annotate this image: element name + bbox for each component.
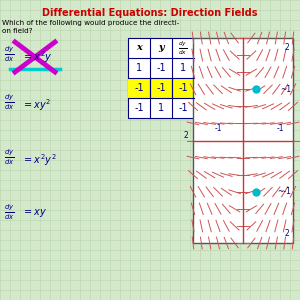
Text: ~1: ~1: [280, 85, 291, 94]
Text: $\frac{dy}{dx}$: $\frac{dy}{dx}$: [4, 147, 14, 167]
Text: 2: 2: [284, 229, 289, 238]
Text: ~-1: ~-1: [277, 187, 291, 196]
Text: -1: -1: [134, 83, 144, 93]
Text: -1: -1: [277, 124, 284, 133]
Text: 1: 1: [136, 63, 142, 73]
Text: $\frac{dy}{dx}$: $\frac{dy}{dx}$: [178, 39, 188, 57]
Text: $\frac{dy}{dx}$: $\frac{dy}{dx}$: [4, 92, 14, 112]
Text: Which of the following would produce the directi-: Which of the following would produce the…: [2, 20, 179, 26]
Text: $= xy^2$: $= xy^2$: [22, 97, 52, 113]
Text: on field?: on field?: [2, 28, 33, 34]
Text: -1: -1: [178, 83, 188, 93]
Text: 2: 2: [183, 131, 188, 140]
Text: -1: -1: [156, 83, 166, 93]
Text: -1: -1: [134, 103, 144, 113]
Text: 1: 1: [180, 63, 186, 73]
Text: $= x^2y$: $= x^2y$: [22, 49, 53, 65]
Text: -1: -1: [156, 63, 166, 73]
Text: 1: 1: [158, 103, 164, 113]
Text: $= xy$: $= xy$: [22, 207, 48, 219]
Text: $\frac{dy}{dx}$: $\frac{dy}{dx}$: [4, 44, 14, 64]
Text: 2: 2: [284, 43, 289, 52]
Bar: [193, 38, 293, 243]
Text: $\frac{dy}{dx}$: $\frac{dy}{dx}$: [4, 202, 14, 222]
Text: Differential Equations: Direction Fields: Differential Equations: Direction Fields: [42, 8, 258, 18]
Text: y: y: [158, 44, 164, 52]
Bar: [128, 38, 194, 118]
Text: -1: -1: [214, 124, 222, 133]
Bar: [128, 78, 194, 98]
Text: x: x: [136, 44, 142, 52]
Text: -1: -1: [178, 103, 188, 113]
Text: $= x^2y^2$: $= x^2y^2$: [22, 152, 57, 168]
